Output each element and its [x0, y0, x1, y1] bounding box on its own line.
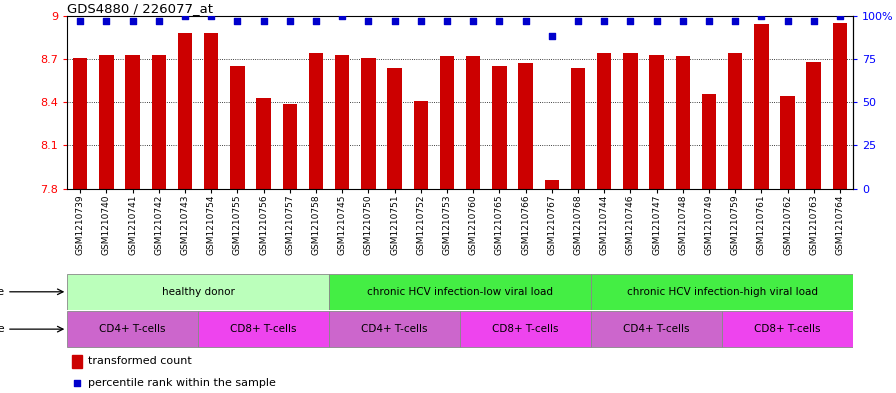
- Point: [178, 13, 193, 19]
- Point: [335, 13, 349, 19]
- Bar: [461, 311, 591, 347]
- Bar: [67, 274, 329, 310]
- Text: percentile rank within the sample: percentile rank within the sample: [88, 378, 276, 388]
- Text: CD8+ T-cells: CD8+ T-cells: [492, 324, 559, 334]
- Point: [806, 18, 821, 24]
- Bar: [67, 311, 198, 347]
- Text: GDS4880 / 226077_at: GDS4880 / 226077_at: [67, 2, 213, 15]
- Point: [361, 18, 375, 24]
- Point: [571, 18, 585, 24]
- Bar: [466, 56, 480, 189]
- Bar: [204, 33, 219, 189]
- Text: cell type: cell type: [0, 324, 4, 334]
- Text: chronic HCV infection-high viral load: chronic HCV infection-high viral load: [626, 287, 817, 297]
- Bar: [125, 55, 140, 189]
- Bar: [151, 55, 166, 189]
- Bar: [440, 56, 454, 189]
- Bar: [329, 274, 591, 310]
- Bar: [329, 311, 461, 347]
- Bar: [387, 68, 401, 189]
- Bar: [571, 68, 585, 189]
- Point: [676, 18, 690, 24]
- Point: [282, 18, 297, 24]
- Bar: [754, 24, 769, 189]
- Point: [151, 18, 166, 24]
- Bar: [198, 311, 329, 347]
- Point: [519, 18, 533, 24]
- Point: [545, 33, 559, 40]
- Point: [624, 18, 638, 24]
- Point: [99, 18, 114, 24]
- Point: [70, 380, 84, 386]
- Bar: [519, 63, 533, 189]
- Bar: [545, 180, 559, 189]
- Text: CD4+ T-cells: CD4+ T-cells: [361, 324, 428, 334]
- Bar: [591, 274, 853, 310]
- Point: [230, 18, 245, 24]
- Point: [440, 18, 454, 24]
- Point: [832, 13, 847, 19]
- Point: [728, 18, 742, 24]
- Bar: [256, 98, 271, 189]
- Point: [780, 18, 795, 24]
- Bar: [650, 55, 664, 189]
- Bar: [361, 57, 375, 189]
- Point: [256, 18, 271, 24]
- Point: [414, 18, 428, 24]
- Text: CD4+ T-cells: CD4+ T-cells: [624, 324, 690, 334]
- Text: transformed count: transformed count: [88, 356, 192, 366]
- Text: CD8+ T-cells: CD8+ T-cells: [754, 324, 821, 334]
- Text: chronic HCV infection-low viral load: chronic HCV infection-low viral load: [367, 287, 553, 297]
- Bar: [728, 53, 742, 189]
- Bar: [178, 33, 193, 189]
- Point: [466, 18, 480, 24]
- Bar: [702, 94, 716, 189]
- Point: [73, 18, 88, 24]
- Point: [650, 18, 664, 24]
- Bar: [309, 53, 323, 189]
- Bar: [832, 23, 847, 189]
- Point: [309, 18, 323, 24]
- Bar: [414, 101, 428, 189]
- Point: [125, 18, 140, 24]
- Text: CD4+ T-cells: CD4+ T-cells: [99, 324, 166, 334]
- Point: [492, 18, 506, 24]
- Bar: [99, 55, 114, 189]
- Bar: [492, 66, 506, 189]
- Point: [702, 18, 716, 24]
- Bar: [597, 53, 611, 189]
- Bar: [335, 55, 349, 189]
- Bar: [73, 57, 88, 189]
- Text: CD8+ T-cells: CD8+ T-cells: [230, 324, 297, 334]
- Bar: [780, 96, 795, 189]
- Bar: [72, 354, 82, 368]
- Bar: [282, 104, 297, 189]
- Point: [597, 18, 611, 24]
- Bar: [591, 311, 722, 347]
- Bar: [806, 62, 821, 189]
- Point: [754, 13, 769, 19]
- Text: disease state: disease state: [0, 287, 4, 297]
- Bar: [676, 56, 690, 189]
- Bar: [722, 311, 853, 347]
- Point: [204, 13, 219, 19]
- Point: [387, 18, 401, 24]
- Bar: [230, 66, 245, 189]
- Bar: [623, 53, 638, 189]
- Text: healthy donor: healthy donor: [161, 287, 235, 297]
